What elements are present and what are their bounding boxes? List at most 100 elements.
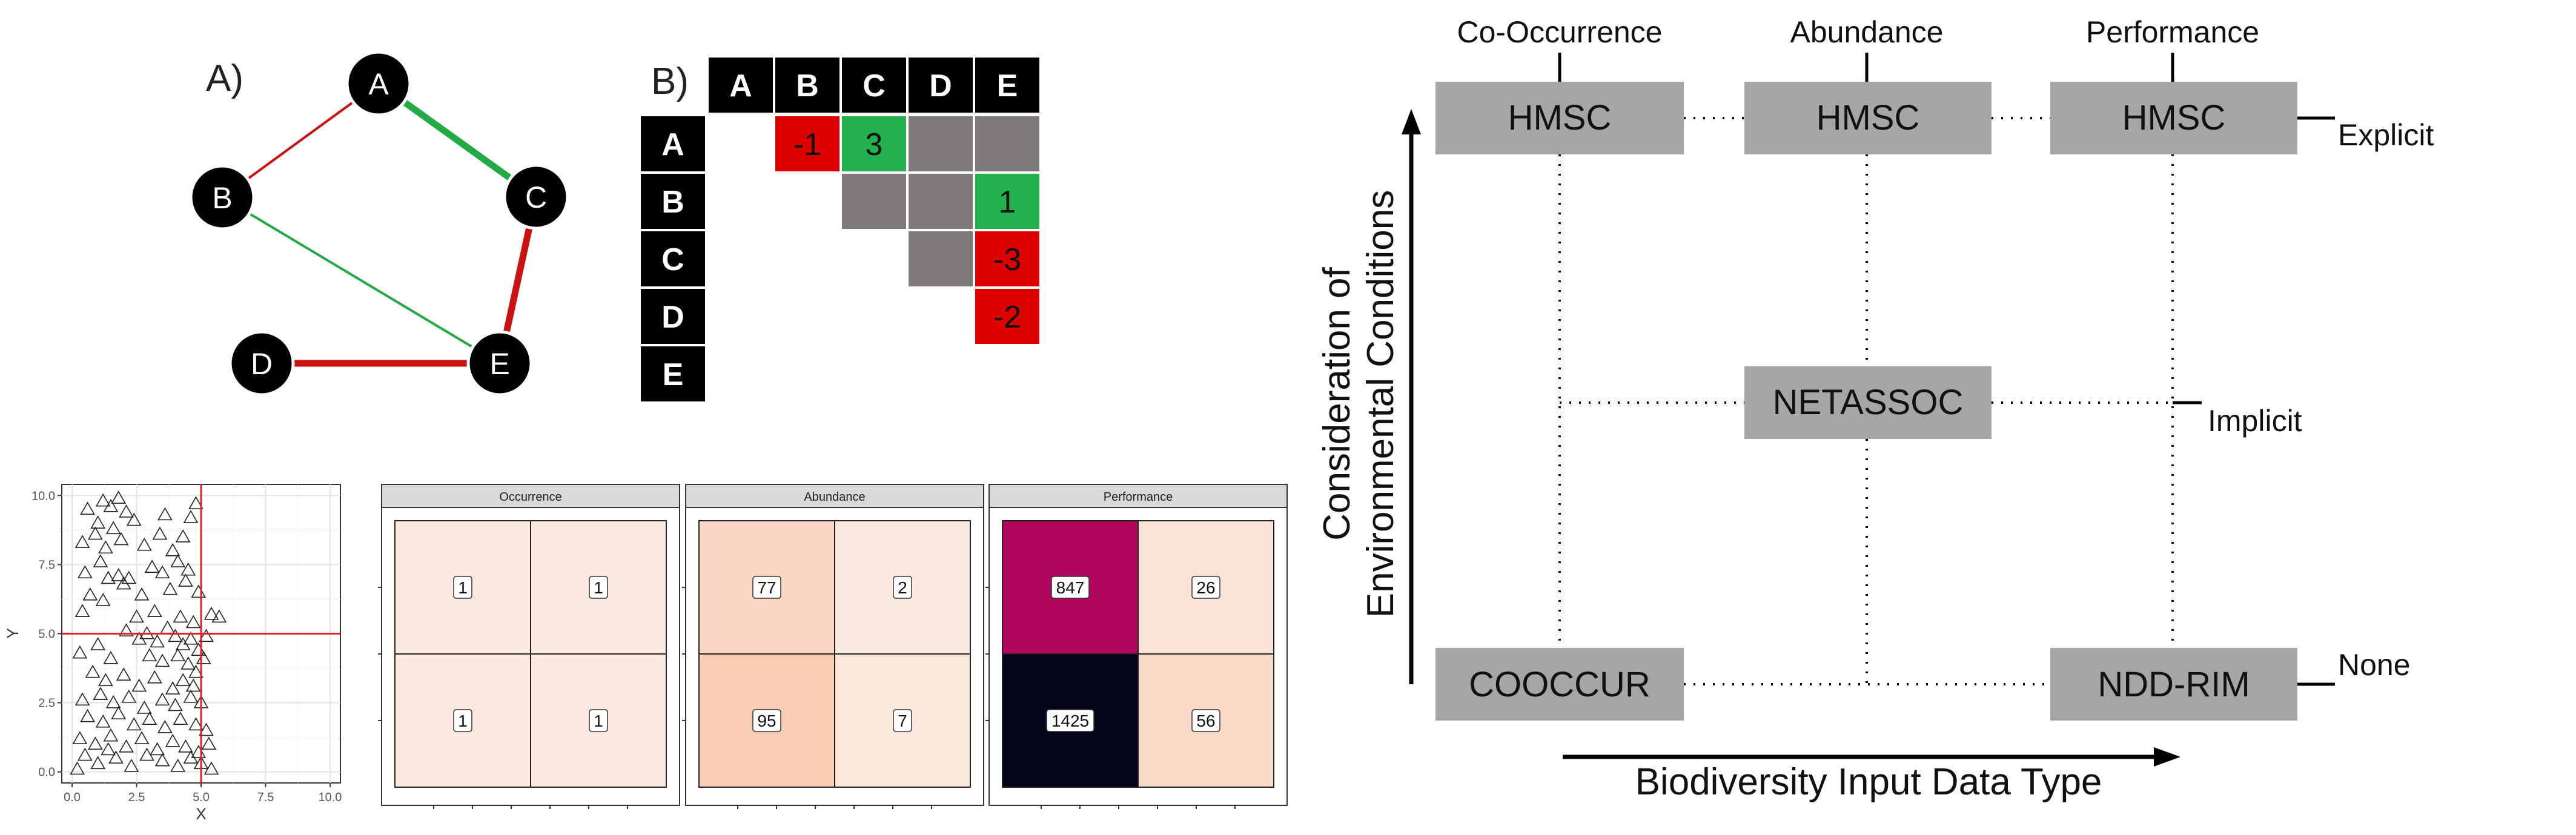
scatter-point [108, 750, 124, 764]
heatmap-cell-label: 1 [594, 711, 603, 730]
heatmap-cell: 26 [1137, 520, 1274, 655]
scatter-point [111, 706, 127, 719]
node-C: C [503, 163, 569, 230]
scatter-point [101, 570, 116, 584]
scatter-point [131, 678, 147, 692]
scatter-point [199, 629, 214, 642]
scatter-point [93, 554, 108, 567]
heatmap-cell-label: 847 [1056, 578, 1085, 597]
scatter-point [70, 761, 85, 775]
scatter-reference-lines [62, 484, 340, 783]
heatmap-cell-label: 2 [898, 578, 907, 597]
scatter-point [173, 711, 188, 725]
y-axis-title-line1: Consideration of [1316, 266, 1358, 540]
panel-c-method-diagram: Co-Occurrence Abundance Performance HMSC… [1316, 15, 2434, 803]
heatmap-cell: 2 [834, 520, 971, 655]
network-edges [221, 81, 540, 367]
scatter-x-axis-title: X [196, 805, 206, 823]
facet-strip [685, 484, 984, 508]
scatter-plot: 0.0 2.5 5.0 7.5 10.0 0.0 2.5 5.0 7.5 10.0 X Y [4, 484, 342, 823]
scatter-point [136, 701, 152, 714]
scatter-point [72, 731, 88, 745]
panel-b-label: B) [651, 61, 689, 102]
scatter-point [152, 526, 168, 540]
scatter-point [113, 532, 129, 546]
heatmap-cell: 77 [698, 520, 835, 655]
node-label: B [212, 181, 232, 215]
scatter-point [111, 568, 127, 581]
column-header-D [909, 58, 973, 113]
row-header-label: B [661, 185, 684, 220]
scatter-point [188, 496, 204, 510]
scatter-point [139, 747, 154, 761]
column-header-A [709, 58, 773, 113]
column-header-cooccurrence: Co-Occurrence [1457, 15, 1663, 49]
scatter-point [168, 629, 183, 642]
x-tick-label: 7.5 [257, 791, 274, 804]
scatter-point [185, 678, 201, 692]
hmsc-label: HMSC [1816, 98, 1920, 137]
y-tick-label: 7.5 [38, 558, 55, 572]
heatmap-facet-performance: Performance 847 26 1425 56 [985, 484, 1288, 809]
heatmap-cell: 95 [698, 653, 835, 788]
scatter-point [150, 634, 165, 648]
matrix-cell-AB: -1 [775, 116, 839, 171]
row-header-label: A [661, 127, 684, 162]
column-header-label: D [929, 68, 952, 104]
scatter-point [178, 573, 193, 587]
scatter-point [180, 562, 196, 576]
row-label-none: None [2338, 648, 2411, 682]
node-label: E [489, 347, 509, 381]
scatter-y-axis-title: Y [4, 628, 22, 638]
scatter-point [119, 739, 134, 753]
nddrim-box: NDD-RIM [2050, 648, 2297, 721]
heatmap-cell-label: 1 [458, 578, 468, 597]
scatter-point [121, 570, 137, 584]
scatter-point [74, 535, 90, 548]
row-header-label: D [661, 300, 684, 335]
matrix-cell-BC [842, 174, 906, 229]
hmsc-box-performance: HMSC [2050, 82, 2297, 154]
scatter-point [93, 687, 108, 700]
heatmap-cell: 1425 [1002, 653, 1139, 788]
scatter-point [150, 742, 165, 756]
column-header-C [842, 58, 906, 113]
scatter-point [90, 637, 106, 650]
scatter-point [103, 728, 119, 742]
scatter-point [165, 543, 180, 556]
x-axis-arrowhead [2154, 747, 2180, 767]
scatter-point [111, 490, 127, 504]
heatmap-cell-label: 1425 [1051, 711, 1089, 730]
scatter-point [142, 711, 157, 725]
scatter-point [175, 529, 191, 543]
row-header-label: C [661, 242, 684, 277]
scatter-point [162, 581, 178, 595]
row-header-C [641, 231, 705, 286]
scatter-point [170, 648, 186, 662]
scatter-point [183, 689, 199, 703]
heatmap-cell: 56 [1137, 653, 1274, 788]
scatter-point [95, 593, 111, 606]
column-header-performance: Performance [2086, 15, 2259, 49]
y-tick-label: 10.0 [31, 489, 55, 503]
scatter-point [142, 648, 157, 662]
x-tick-label: 10.0 [318, 791, 342, 804]
scatter-point [119, 623, 134, 636]
heatmap-cell: 847 [1002, 520, 1139, 655]
scatter-point [165, 681, 180, 695]
heatmap-cell-label: 1 [458, 711, 468, 730]
y-tick-label: 5.0 [38, 628, 55, 641]
matrix-cell-CE: -3 [975, 231, 1039, 286]
heatmap-cell: 1 [394, 520, 531, 655]
scatter-point [121, 689, 137, 703]
cooccur-label: COOCCUR [1469, 665, 1651, 704]
heatmap-cell: 1 [394, 653, 531, 788]
facet-title: Performance [1104, 490, 1173, 504]
scatter-point [90, 756, 106, 770]
column-header-B [775, 58, 839, 113]
column-header-E [975, 58, 1039, 113]
row-header-B [641, 174, 705, 229]
facet-title: Abundance [804, 490, 865, 504]
scatter-point [105, 695, 121, 708]
row-header-E [641, 346, 705, 401]
